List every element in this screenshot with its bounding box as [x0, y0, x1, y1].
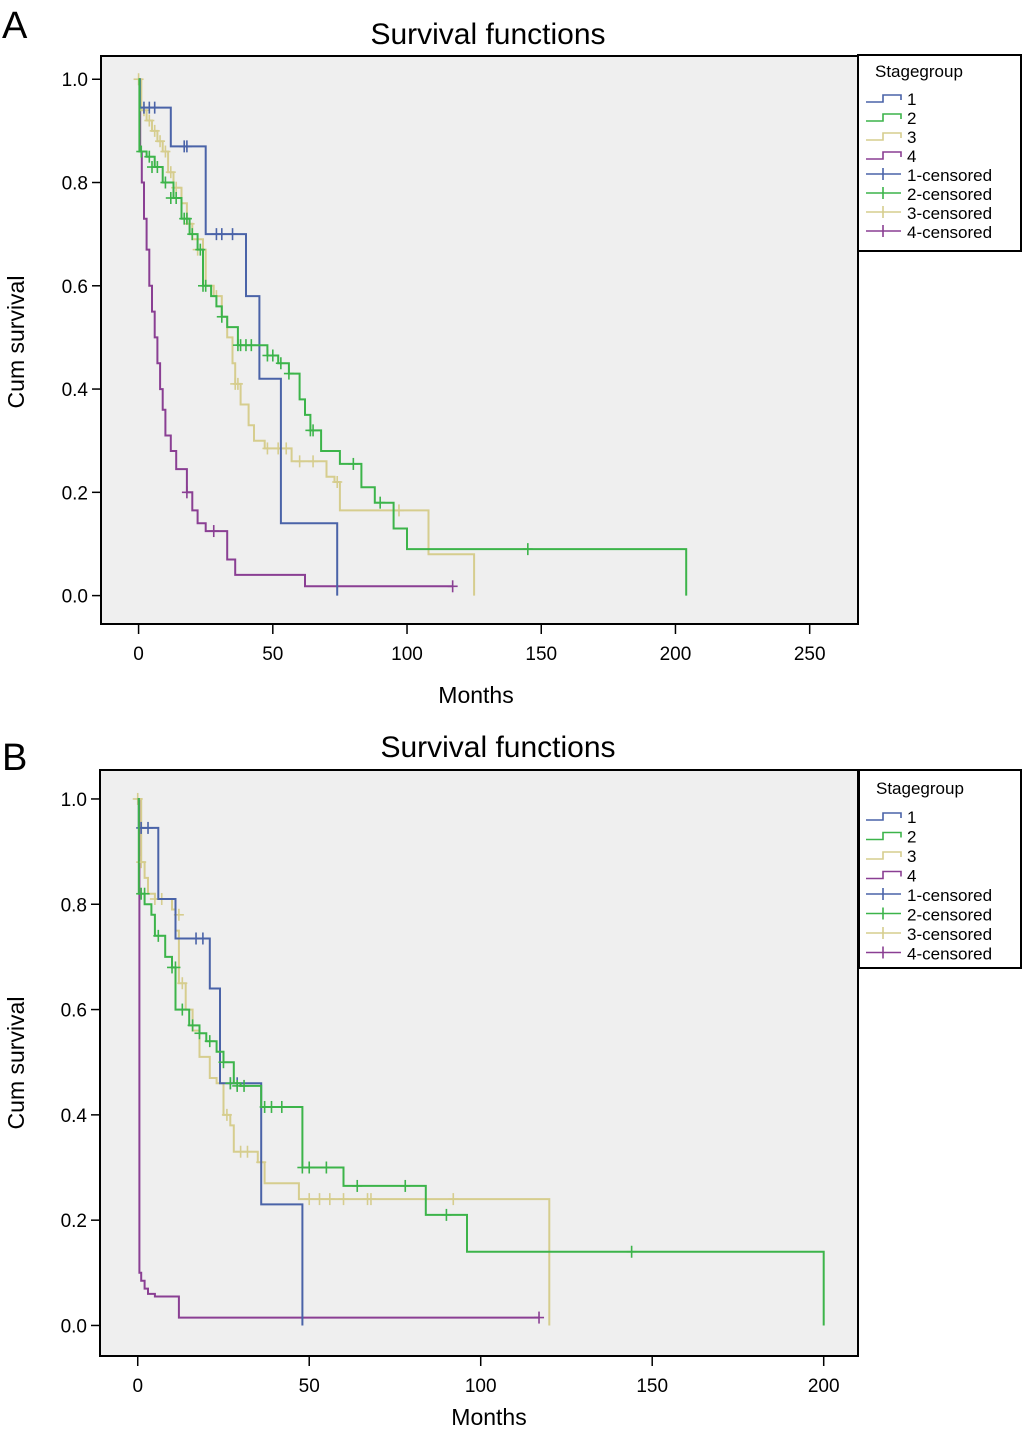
chart-b-legend: Stagegroup 12341-censored2-censored3-cen…: [858, 769, 1022, 969]
x-tick-label: 200: [660, 644, 692, 665]
legend-label: 2: [907, 828, 916, 847]
legend-entry-1: 1: [866, 808, 916, 827]
legend-title: Stagegroup: [876, 779, 964, 798]
series-stage-2: [136, 798, 825, 1326]
x-tick-label: 150: [525, 644, 557, 665]
legend-step-icon: [866, 870, 902, 880]
x-tick-label: 100: [465, 1376, 497, 1397]
legend-label: 3-censored: [907, 204, 992, 223]
legend-step-icon: [866, 94, 902, 103]
legend-label: 4: [907, 147, 916, 166]
legend-entry-1: 1: [866, 90, 916, 109]
chart-a-legend: Stagegroup 12341-censored2-censored3-cen…: [857, 54, 1022, 252]
y-tick-label: 0.6: [61, 1001, 87, 1022]
legend-label: 1: [907, 90, 916, 109]
legend-entry-2-censored: 2-censored: [866, 906, 992, 925]
x-tick-label: 100: [391, 644, 423, 665]
chart-a-plot-area: [100, 55, 859, 625]
legend-entry-2-censored: 2-censored: [866, 185, 992, 204]
series-stage-4: [138, 78, 458, 593]
y-tick-label: 1.0: [61, 790, 87, 811]
x-tick-label: 0: [132, 1376, 143, 1397]
y-tick-label: 0.6: [62, 277, 88, 298]
x-tick-label: 250: [794, 644, 826, 665]
legend-entry-3-censored: 3-censored: [866, 925, 992, 944]
legend-step-icon: [866, 812, 902, 821]
series-stage-4: [137, 798, 545, 1324]
legend-label: 2-censored: [907, 906, 992, 925]
legend-title: Stagegroup: [875, 62, 963, 81]
legend-label: 1: [907, 808, 916, 827]
legend-step-icon: [866, 113, 902, 122]
legend-label: 4: [907, 867, 916, 886]
legend-step-icon: [866, 851, 902, 860]
y-tick-label: 0.0: [62, 587, 88, 608]
legend-entry-4-censored: 4-censored: [866, 945, 992, 964]
chart-b-y-axis-label: Cum survival: [3, 997, 29, 1130]
chart-a-x-axis-label: Months: [438, 682, 513, 708]
legend-label: 1-censored: [907, 166, 992, 185]
legend-step-icon: [866, 132, 902, 141]
y-tick-label: 0.2: [61, 1211, 87, 1232]
legend-entry-3: 3: [866, 128, 916, 147]
series-stage-1: [138, 78, 339, 596]
legend-entry-4: 4: [866, 867, 916, 886]
y-tick-label: 0.4: [62, 380, 89, 401]
legend-label: 3: [907, 128, 916, 147]
y-tick-label: 0.4: [61, 1106, 88, 1127]
survival-curve-4: [138, 78, 453, 588]
survival-curve-2: [138, 78, 688, 596]
chart-a-y-axis: 0.0 0.2 0.4 0.6 0.8 1.0: [62, 70, 101, 608]
legend-entry-2: 2: [866, 828, 916, 847]
legend-label: 2-censored: [907, 185, 992, 204]
chart-a-series: [133, 73, 688, 596]
y-tick-label: 1.0: [62, 70, 88, 91]
legend-label: 1-censored: [907, 886, 992, 905]
x-tick-label: 50: [262, 644, 283, 665]
series-stage-3: [133, 73, 476, 596]
chart-a-x-axis: 0 50 100 150 200 250: [133, 625, 826, 665]
y-tick-label: 0.0: [61, 1316, 87, 1337]
chart-b-x-axis: 0 50 100 150 200: [132, 1357, 840, 1397]
y-tick-label: 0.2: [62, 483, 88, 504]
legend-entry-3: 3: [866, 847, 916, 866]
legend-label: 3: [907, 847, 916, 866]
legend-entry-2: 2: [866, 109, 916, 128]
series-stage-2: [136, 78, 688, 596]
y-tick-label: 0.8: [62, 174, 88, 195]
legend-entry-1-censored: 1-censored: [866, 886, 992, 905]
survival-curve-4: [137, 798, 539, 1319]
panel-letter-a: A: [2, 5, 28, 47]
chart-b-plot-area: [99, 769, 859, 1357]
legend-entry-4-censored: 4-censored: [866, 223, 992, 242]
legend-box: [857, 54, 1022, 252]
x-tick-label: 200: [808, 1376, 840, 1397]
panel-a: A Survival functions 0.00.20.40.60.81.0 …: [2, 5, 1022, 708]
chart-a-y-axis-label: Cum survival: [3, 276, 29, 409]
x-tick-label: 0: [133, 644, 144, 665]
chart-b-title: Survival functions: [380, 731, 615, 764]
chart-a-title: Survival functions: [370, 18, 605, 51]
legend-label: 2: [907, 109, 916, 128]
legend-entry-4: 4: [866, 147, 916, 166]
x-tick-label: 150: [636, 1376, 668, 1397]
chart-b-series: [132, 792, 825, 1326]
legend-label: 3-censored: [907, 925, 992, 944]
legend-step-icon: [866, 831, 902, 841]
chart-b-x-axis-label: Months: [451, 1404, 526, 1430]
x-tick-label: 50: [299, 1376, 320, 1397]
legend-box: [858, 769, 1022, 969]
legend-entry-1-censored: 1-censored: [866, 166, 992, 185]
chart-b-y-axis: 0.0 0.2 0.4 0.6 0.8 1.0: [61, 790, 100, 1337]
panel-b: B Survival functions 0.00.20.40.60.81.0 …: [2, 731, 1022, 1430]
legend-label: 4-censored: [907, 945, 992, 964]
y-tick-label: 0.8: [61, 895, 87, 916]
legend-entry-3-censored: 3-censored: [866, 204, 992, 223]
panel-letter-b: B: [2, 737, 27, 779]
legend-label: 4-censored: [907, 223, 992, 242]
legend-step-icon: [866, 151, 902, 160]
